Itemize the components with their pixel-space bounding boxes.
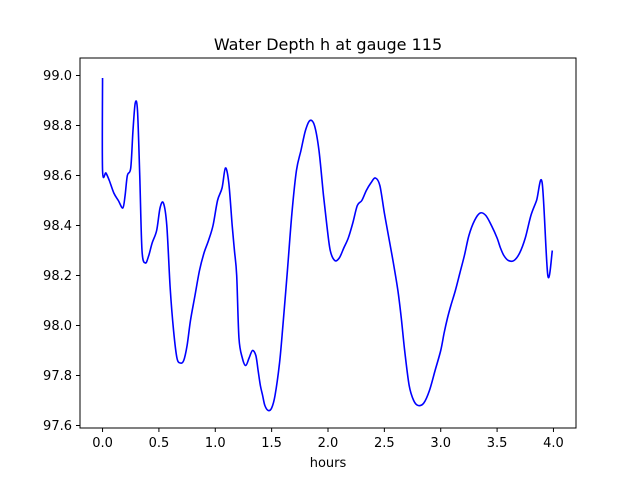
y-tick-label: 98.6: [43, 169, 72, 184]
y-tick-label: 97.8: [43, 369, 72, 384]
x-tick-label: 1.5: [261, 436, 282, 451]
x-tick-label: 0.5: [149, 436, 170, 451]
y-tick-label: 99.0: [43, 69, 72, 84]
x-tick-label: 0.0: [92, 436, 113, 451]
y-tick-label: 98.4: [43, 219, 72, 234]
series-line: [101, 77, 554, 412]
y-tick-label: 97.6: [43, 419, 72, 434]
x-axis-label: hours: [310, 456, 347, 471]
chart-title: Water Depth h at gauge 115: [214, 35, 442, 54]
x-axis: 0.0 0.5 1.0 1.5 2.0 2.5 3.0 3.5 4.0: [92, 428, 564, 451]
x-tick-label: 2.5: [374, 436, 395, 451]
x-tick-label: 3.5: [487, 436, 508, 451]
x-tick-label: 3.0: [430, 436, 451, 451]
x-tick-label: 4.0: [543, 436, 564, 451]
y-axis: 97.6 97.8 98.0 98.2 98.4 98.6 98.8 99.0: [43, 69, 80, 434]
x-tick-label: 1.0: [205, 436, 226, 451]
x-tick-label: 2.0: [318, 436, 339, 451]
y-tick-label: 98.8: [43, 119, 72, 134]
y-tick-label: 98.2: [43, 269, 72, 284]
y-tick-label: 98.0: [43, 319, 72, 334]
